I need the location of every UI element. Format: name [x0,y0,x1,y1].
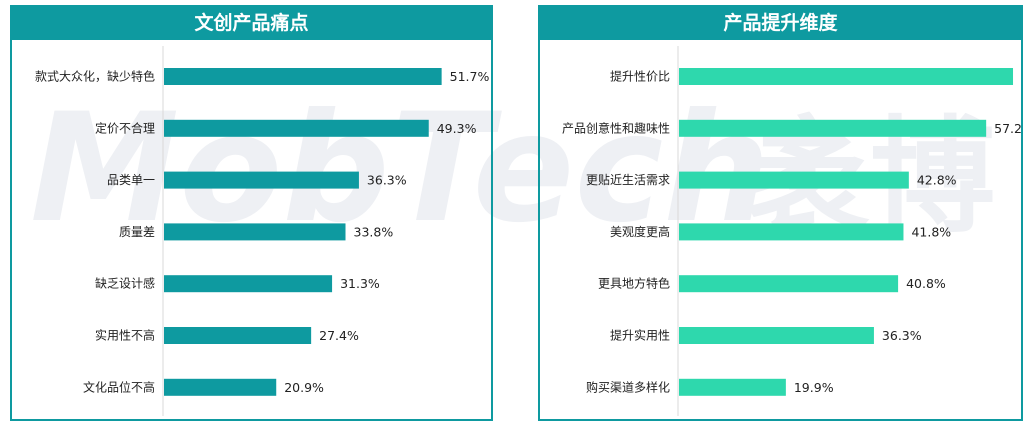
bar [679,119,987,137]
bar [679,68,1014,85]
bar [164,275,333,293]
bar [679,171,909,189]
category-label: 实用性不高 [95,328,155,343]
value-label: 19.9% [794,380,834,395]
bar [164,171,359,189]
improvement-chart: 提升性价比62.2%产品创意性和趣味性57.2%更贴近生活需求42.8%美观度更… [562,46,1021,416]
value-label: 40.8% [906,276,946,291]
category-label: 定价不合理 [95,120,155,135]
bar [679,275,899,293]
value-label: 57.2% [994,121,1021,136]
category-label: 款式大众化，缺少特色 [35,69,155,84]
pain-points-title: 文创产品痛点 [12,7,491,40]
pain-points-chart: 款式大众化，缺少特色 51.7% 定价不合理 49.3% 品类单一 36.3% 质量差 33.… [35,46,490,416]
bar [679,223,904,241]
bar [679,327,874,344]
value-label: 49.3% [437,121,477,136]
improvement-title: 产品提升维度 [540,7,1021,40]
category-label: 更贴近生活需求 [586,173,670,187]
category-label: 更具地方特色 [598,276,670,291]
value-label: 36.3% [882,328,922,343]
pain-points-panel: 文创产品痛点 款式大众化，缺少特色 51.7% 定价不合理 49.3% 品类单一 36.3… [10,5,493,421]
category-label: 美观度更高 [610,224,670,239]
bar [164,223,346,241]
category-label: 提升性价比 [610,69,670,84]
value-label: 41.8% [911,224,951,239]
improvement-panel: 产品提升维度 提升性价比62.2%产品创意性和趣味性57.2%更贴近生活需求42… [538,5,1023,421]
category-label: 提升实用性 [610,328,670,343]
category-label: 品类单一 [107,173,155,187]
category-label: 质量差 [119,225,155,239]
bar [164,119,429,137]
value-label: 42.8% [917,173,957,188]
category-label: 产品创意性和趣味性 [562,120,670,135]
value-label: 51.7% [450,69,490,84]
category-label: 缺乏设计感 [95,276,155,291]
bar [164,327,312,344]
value-label: 20.9% [284,380,324,395]
bar [679,378,786,396]
value-label: 27.4% [319,328,359,343]
value-label: 33.8% [354,224,394,239]
category-label: 购买渠道多样化 [586,379,670,394]
value-label: 31.3% [340,276,380,291]
category-label: 文化品位不高 [83,379,155,394]
bar [164,378,277,396]
value-label: 36.3% [367,173,407,188]
bar [164,68,442,85]
